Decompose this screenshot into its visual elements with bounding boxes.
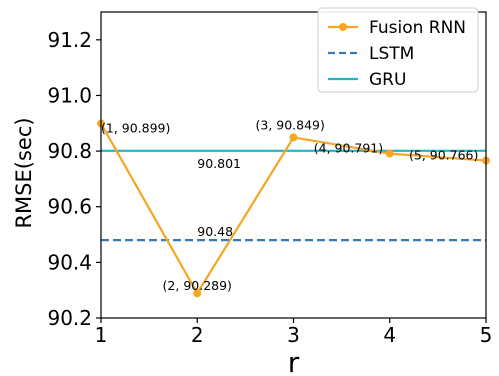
fusion-rnn-point [385, 149, 394, 158]
y-tick-label: 90.4 [47, 250, 92, 274]
legend-box [317, 7, 479, 93]
fusion-rnn-data-label: (2, 90.289) [163, 278, 232, 293]
y-tick-label: 90.2 [47, 306, 92, 330]
fusion-rnn-point [289, 133, 298, 142]
fusion-rnn-point [193, 289, 202, 298]
y-tick-label: 90.6 [47, 195, 92, 219]
y-tick-label: 91.2 [47, 28, 92, 52]
x-tick-label: 1 [95, 323, 108, 347]
legend-entry-label: LSTM [369, 44, 414, 64]
x-axis-label: r [288, 346, 300, 376]
legend: Fusion RNN LSTM GRU [317, 7, 479, 93]
legend-entry-label: Fusion RNN [369, 18, 466, 38]
x-tick-label: 3 [287, 323, 300, 347]
x-tick-label: 4 [383, 323, 396, 347]
y-tick-label: 90.8 [47, 139, 92, 163]
plot-area: (1, 90.899) (2, 90.289) (3, 90.849) (4, 90.… [97, 117, 490, 298]
y-axis-label: RMSE(sec) [12, 117, 36, 228]
lstm-value-label: 90.48 [197, 224, 233, 239]
gru-value-label: 90.801 [197, 156, 241, 171]
x-tick-label: 5 [480, 323, 493, 347]
x-tick-label: 2 [191, 323, 204, 347]
fusion-rnn-data-label: (4, 90.791) [314, 141, 383, 156]
legend-entry-label: GRU [369, 70, 406, 90]
fusion-rnn-data-label: (1, 90.899) [101, 121, 170, 136]
fusion-rnn-data-label: (5, 90.766) [409, 148, 478, 163]
y-tick-label: 91.0 [47, 83, 92, 107]
fusion-rnn-data-label: (3, 90.849) [256, 117, 325, 132]
axes: 1 2 3 4 5 90.2 90.4 90.6 90.8 91.0 91.2 r RMSE(sec) [12, 11, 493, 376]
legend-swatch-marker [339, 23, 347, 31]
